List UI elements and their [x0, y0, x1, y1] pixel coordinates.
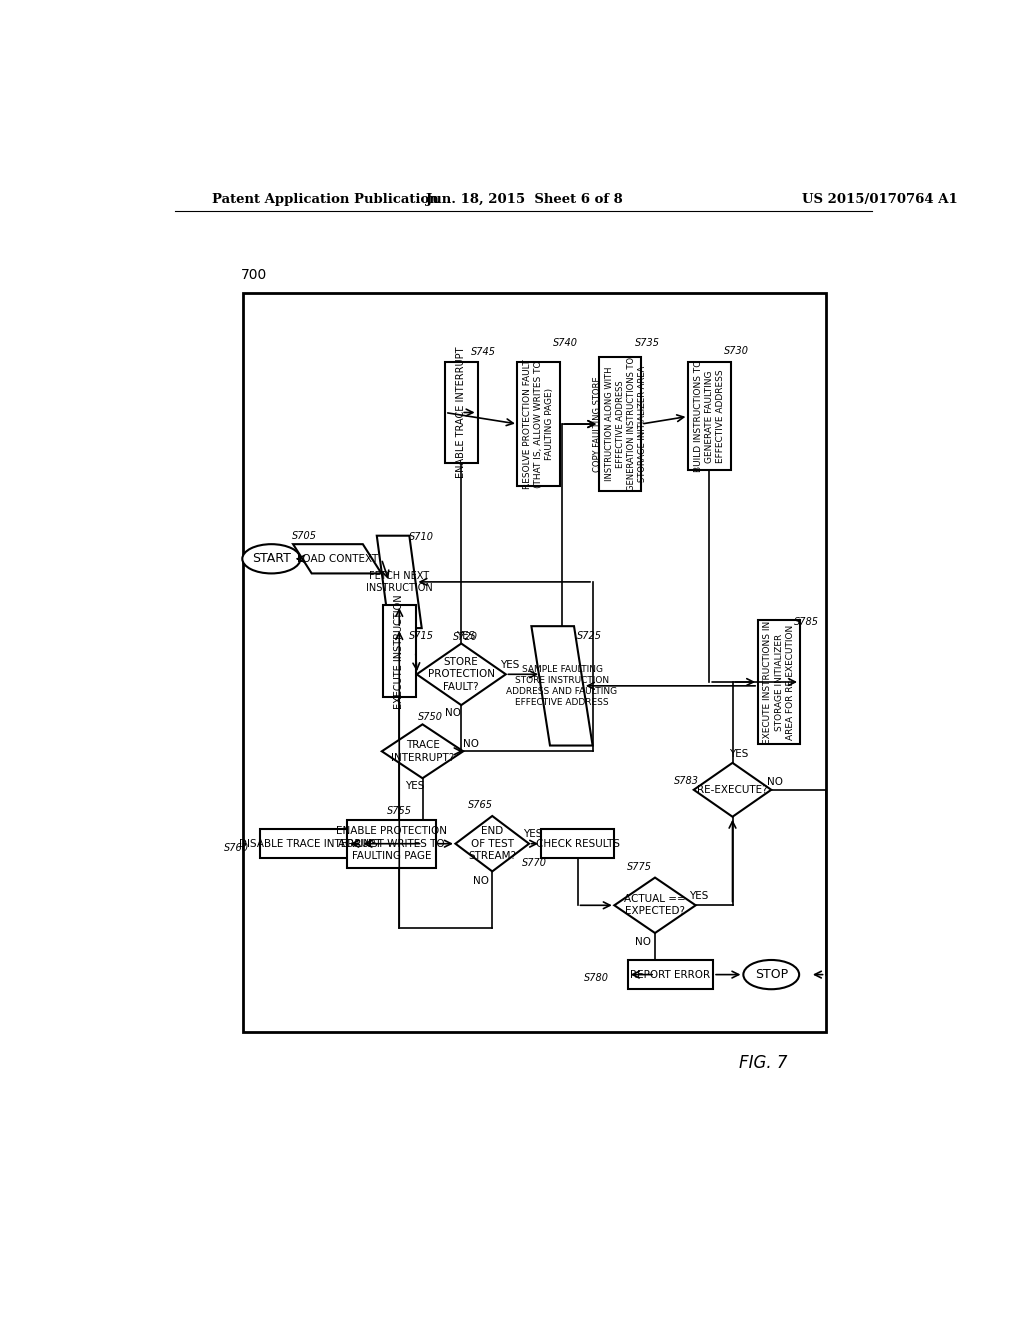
Text: S710: S710	[409, 532, 433, 543]
Polygon shape	[417, 644, 506, 705]
Text: S750: S750	[418, 711, 442, 722]
Text: S780: S780	[585, 973, 609, 983]
Bar	[243, 293, 825, 1032]
Text: TRACE
INTERRUPT?: TRACE INTERRUPT?	[391, 741, 454, 763]
Text: S720: S720	[453, 632, 477, 643]
Text: COPY FAULTING STORE
INSTRUCTION ALONG WITH
EFFECTIVE ADDRESS
GENERATION INSTRUCT: COPY FAULTING STORE INSTRUCTION ALONG WI…	[594, 356, 647, 491]
Text: US 2015/0170764 A1: US 2015/0170764 A1	[802, 193, 958, 206]
Text: S755: S755	[387, 807, 412, 816]
Text: S745: S745	[470, 347, 496, 358]
Text: START: START	[252, 552, 291, 565]
Ellipse shape	[743, 960, 799, 989]
Text: REPORT ERROR: REPORT ERROR	[631, 970, 711, 979]
Text: ENABLE PROTECTION
AGAINST WRITES TO
FAULTING PAGE: ENABLE PROTECTION AGAINST WRITES TO FAUL…	[336, 826, 447, 861]
Text: BUILD INSTRUCTIONS TO
GENERATE FAULTING
EFFECTIVE ADDRESS: BUILD INSTRUCTIONS TO GENERATE FAULTING …	[693, 360, 725, 473]
Bar	[383, 605, 416, 697]
Bar	[628, 960, 713, 989]
Text: S705: S705	[292, 531, 316, 541]
Text: NO: NO	[635, 937, 651, 948]
Polygon shape	[614, 878, 695, 933]
Text: YES: YES	[406, 781, 424, 791]
Polygon shape	[382, 725, 463, 779]
Polygon shape	[693, 763, 771, 817]
Bar	[541, 829, 614, 858]
Text: CHECK RESULTS: CHECK RESULTS	[536, 838, 620, 849]
Text: YES: YES	[457, 631, 475, 640]
Text: NO: NO	[767, 777, 783, 787]
Text: STORE
PROTECTION
FAULT?: STORE PROTECTION FAULT?	[428, 657, 495, 692]
Text: S760: S760	[224, 842, 249, 853]
Text: YES: YES	[729, 748, 749, 759]
Text: Patent Application Publication: Patent Application Publication	[212, 193, 438, 206]
Text: EXECUTE INSTRUCTIONS IN
STORAGE INITIALIZER
AREA FOR RE-EXECUTION: EXECUTE INSTRUCTIONS IN STORAGE INITIALI…	[764, 620, 795, 743]
Text: LOAD CONTEXT: LOAD CONTEXT	[297, 554, 378, 564]
Text: RESOLVE PROTECTION FAULT
(THAT IS, ALLOW WRITES TO
FAULTING PAGE): RESOLVE PROTECTION FAULT (THAT IS, ALLOW…	[523, 359, 554, 488]
Text: Jun. 18, 2015  Sheet 6 of 8: Jun. 18, 2015 Sheet 6 of 8	[426, 193, 624, 206]
Text: ENABLE TRACE INTERRUPT: ENABLE TRACE INTERRUPT	[457, 347, 466, 478]
Bar	[517, 363, 560, 486]
Text: NO: NO	[463, 739, 478, 748]
Text: STOP: STOP	[755, 968, 787, 981]
Bar	[758, 620, 801, 743]
Text: S785: S785	[794, 616, 818, 627]
Polygon shape	[531, 626, 593, 746]
Text: YES: YES	[523, 829, 543, 840]
Text: S740: S740	[553, 338, 579, 348]
Bar	[445, 363, 477, 462]
Polygon shape	[293, 544, 381, 573]
Bar	[599, 356, 641, 491]
Text: S730: S730	[724, 346, 749, 356]
Text: NO: NO	[445, 708, 462, 718]
Bar	[688, 363, 730, 470]
Text: DISABLE TRACE INTERRUPT: DISABLE TRACE INTERRUPT	[239, 838, 381, 849]
Polygon shape	[456, 816, 529, 871]
Text: S765: S765	[468, 800, 494, 810]
Text: NO: NO	[473, 875, 488, 886]
Text: END
OF TEST
STREAM?: END OF TEST STREAM?	[468, 826, 516, 861]
Text: YES: YES	[500, 660, 519, 671]
Text: S775: S775	[627, 862, 652, 871]
Text: ACTUAL ==
EXPECTED?: ACTUAL == EXPECTED?	[624, 894, 686, 916]
Text: S783: S783	[674, 776, 698, 785]
Ellipse shape	[243, 544, 300, 573]
Bar	[260, 829, 360, 858]
Text: SAMPLE FAULTING
STORE INSTRUCTION
ADDRESS AND FAULTING
EFFECTIVE ADDRESS: SAMPLE FAULTING STORE INSTRUCTION ADDRES…	[507, 665, 617, 708]
Text: YES: YES	[689, 891, 709, 902]
Text: S725: S725	[577, 631, 602, 640]
Text: S715: S715	[409, 631, 433, 640]
Text: S770: S770	[522, 858, 548, 869]
Text: FETCH NEXT
INSTRUCTION: FETCH NEXT INSTRUCTION	[366, 570, 432, 593]
Polygon shape	[377, 536, 422, 628]
Text: 700: 700	[241, 268, 267, 281]
Text: FIG. 7: FIG. 7	[739, 1055, 787, 1072]
Text: RE-EXECUTE?: RE-EXECUTE?	[697, 785, 768, 795]
Bar	[347, 820, 436, 867]
Text: EXECUTE INSTRUCTION: EXECUTE INSTRUCTION	[394, 594, 404, 709]
Text: S735: S735	[635, 338, 659, 348]
